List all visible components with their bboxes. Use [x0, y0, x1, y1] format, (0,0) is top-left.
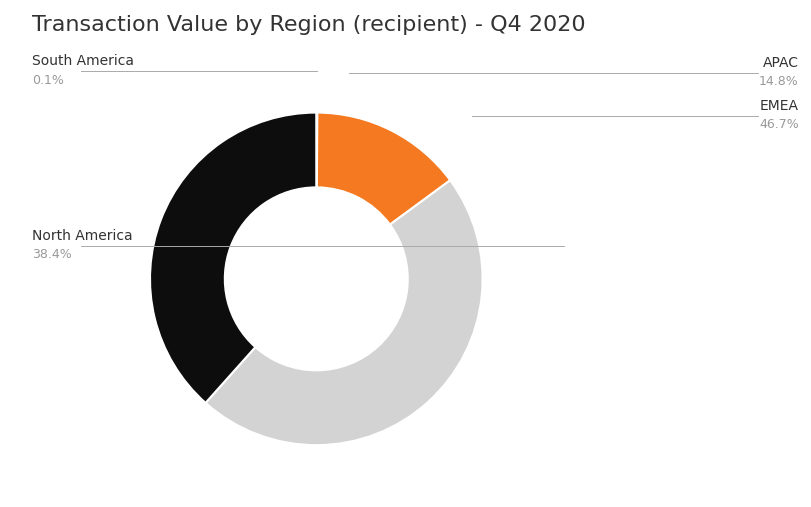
Text: 46.7%: 46.7%: [759, 118, 799, 131]
Text: South America: South America: [32, 54, 135, 68]
Wedge shape: [317, 113, 450, 225]
Text: Transaction Value by Region (recipient) - Q4 2020: Transaction Value by Region (recipient) …: [32, 15, 586, 35]
Text: 38.4%: 38.4%: [32, 248, 72, 261]
Wedge shape: [316, 113, 317, 188]
Text: 14.8%: 14.8%: [759, 76, 799, 88]
Wedge shape: [150, 113, 316, 403]
Text: North America: North America: [32, 229, 133, 243]
Text: APAC: APAC: [763, 56, 799, 70]
Text: 0.1%: 0.1%: [32, 74, 64, 87]
Wedge shape: [205, 180, 483, 445]
Text: EMEA: EMEA: [760, 99, 799, 113]
